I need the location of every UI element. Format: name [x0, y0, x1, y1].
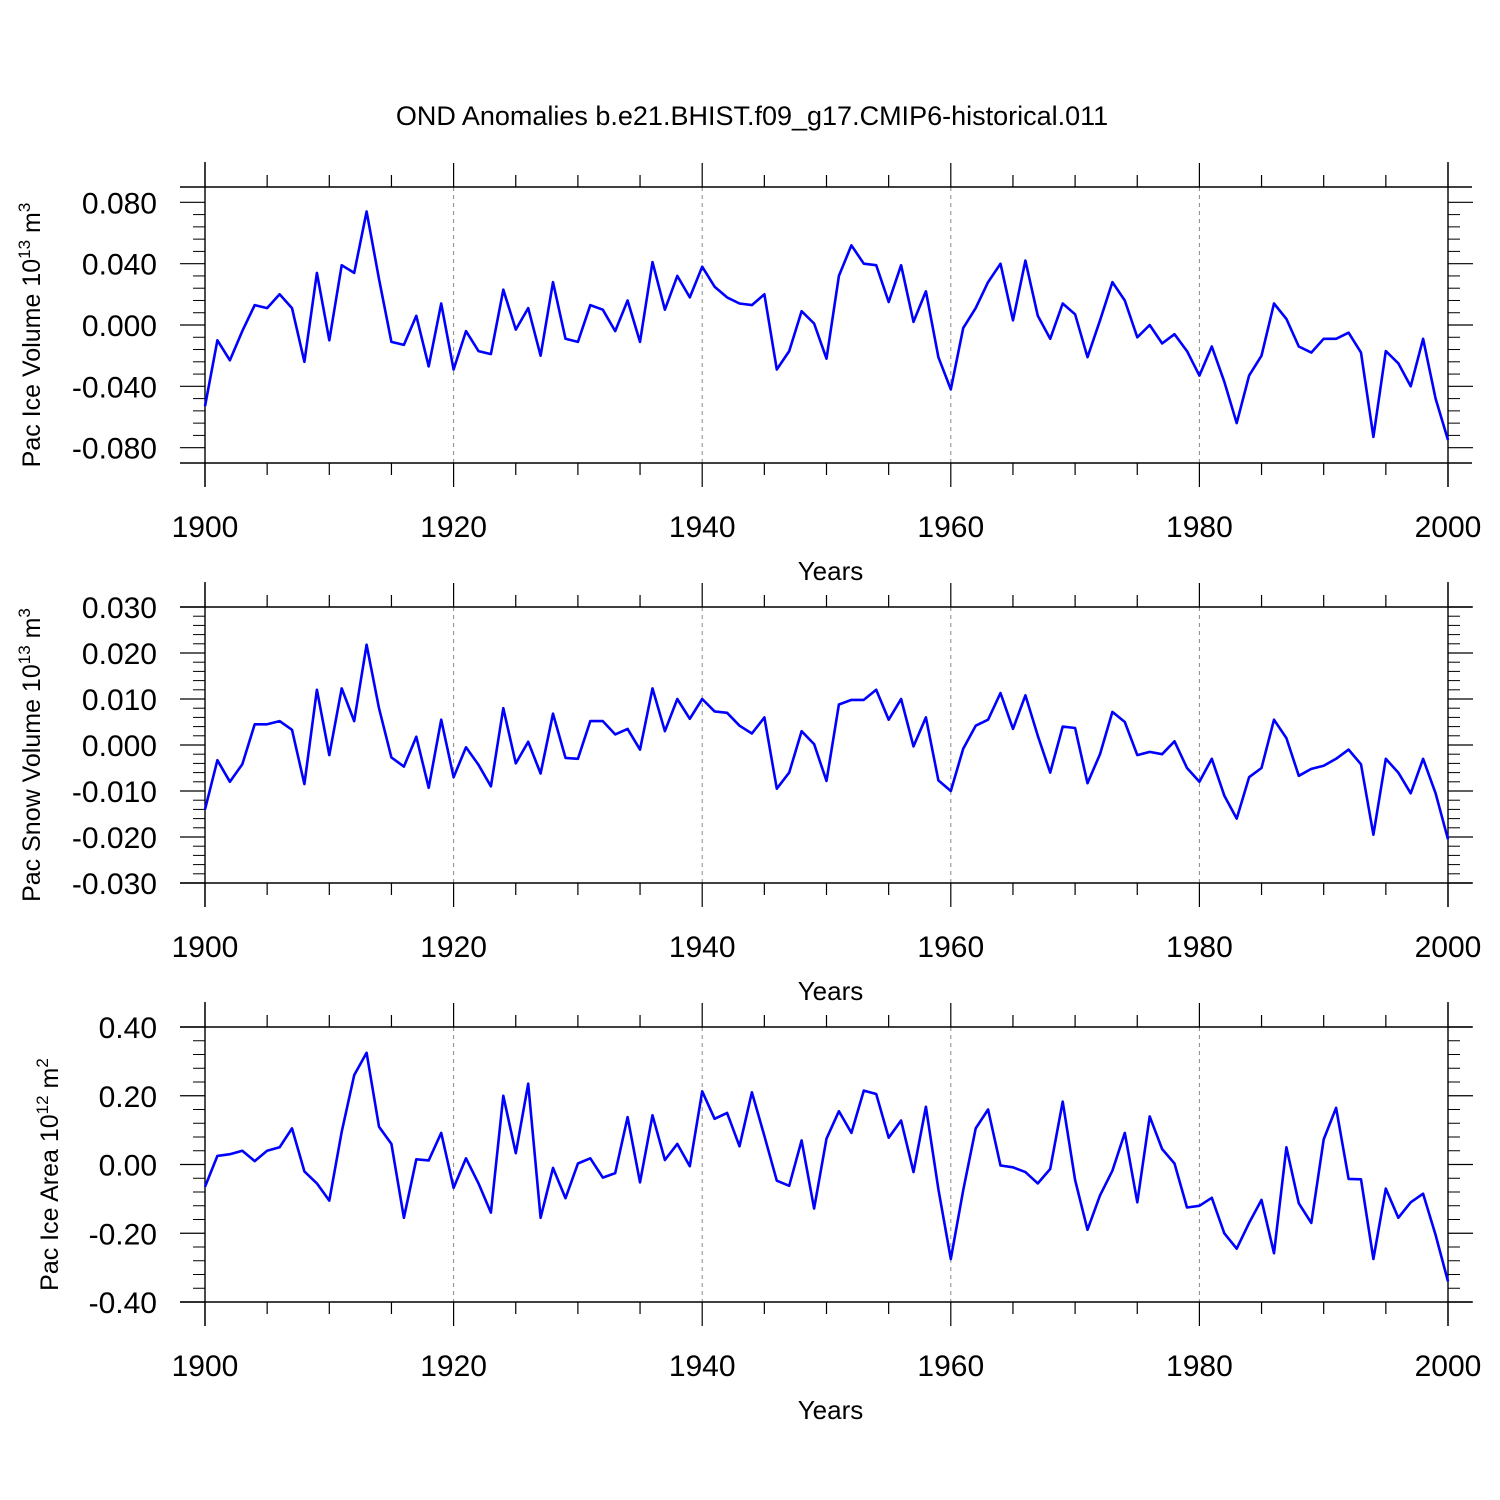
- x-tick-label: 1960: [917, 511, 984, 544]
- y-tick-label: -0.080: [72, 433, 157, 466]
- panel-3: 1900 1920 1940 1960 1980 2000 Years -0.40 -0.20 0…: [33, 1002, 1481, 1425]
- x-axis-label: Years: [798, 976, 864, 1006]
- y-tick-label: 0.040: [82, 249, 157, 282]
- x-tick-label: 2000: [1415, 931, 1482, 964]
- x-tick-label: 1980: [1166, 511, 1233, 544]
- y-axis-label: Pac Snow Volume 1013 m3: [15, 608, 46, 902]
- y-tick-label: 0.030: [82, 592, 157, 625]
- y-tick-label: 0.00: [99, 1150, 157, 1183]
- x-tick-label: 1920: [420, 1350, 487, 1383]
- x-axis-label: Years: [798, 1395, 864, 1425]
- y-tick-label: -0.40: [89, 1287, 157, 1320]
- chart-title: OND Anomalies b.e21.BHIST.f09_g17.CMIP6-…: [396, 101, 1108, 131]
- y-tick-label: 0.000: [82, 730, 157, 763]
- x-tick-label: 1980: [1166, 1350, 1233, 1383]
- x-tick-label: 2000: [1415, 511, 1482, 544]
- series-line: [203, 210, 1450, 441]
- series-line: [203, 1051, 1450, 1282]
- x-tick-label: 1960: [917, 931, 984, 964]
- y-axis-label: Pac Ice Area 1012 m2: [33, 1058, 64, 1291]
- y-tick-label: -0.020: [72, 822, 157, 855]
- y-tick-label: -0.20: [89, 1218, 157, 1251]
- y-tick-label: 0.020: [82, 638, 157, 671]
- y-tick-label: -0.040: [72, 371, 157, 404]
- x-tick-label: 2000: [1415, 1350, 1482, 1383]
- x-tick-label: 1920: [420, 931, 487, 964]
- y-tick-label: 0.080: [82, 187, 157, 220]
- y-tick-label: 0.40: [99, 1012, 157, 1045]
- y-tick-label: -0.030: [72, 868, 157, 901]
- x-tick-label: 1980: [1166, 931, 1233, 964]
- x-tick-label: 1940: [669, 511, 736, 544]
- x-tick-label: 1900: [172, 511, 239, 544]
- y-tick-label: 0.000: [82, 310, 157, 343]
- x-axis-label: Years: [798, 556, 864, 586]
- x-tick-label: 1900: [172, 1350, 239, 1383]
- chart-panels: 1900 1920 1940 1960 1980 2000 Years -0.080 -0.04…: [15, 162, 1481, 1425]
- x-tick-label: 1960: [917, 1350, 984, 1383]
- panel-1: 1900 1920 1940 1960 1980 2000 Years -0.080 -0.04…: [15, 162, 1481, 586]
- x-tick-label: 1940: [669, 1350, 736, 1383]
- panel-2: 1900 1920 1940 1960 1980 2000 Years -0.030 -0.02…: [15, 582, 1481, 1006]
- series-line: [203, 643, 1450, 840]
- x-tick-label: 1920: [420, 511, 487, 544]
- y-axis-label: Pac Ice Volume 1013 m3: [15, 203, 46, 468]
- y-tick-label: 0.20: [99, 1081, 157, 1114]
- x-tick-label: 1940: [669, 931, 736, 964]
- x-tick-label: 1900: [172, 931, 239, 964]
- y-tick-label: 0.010: [82, 684, 157, 717]
- y-tick-label: -0.010: [72, 776, 157, 809]
